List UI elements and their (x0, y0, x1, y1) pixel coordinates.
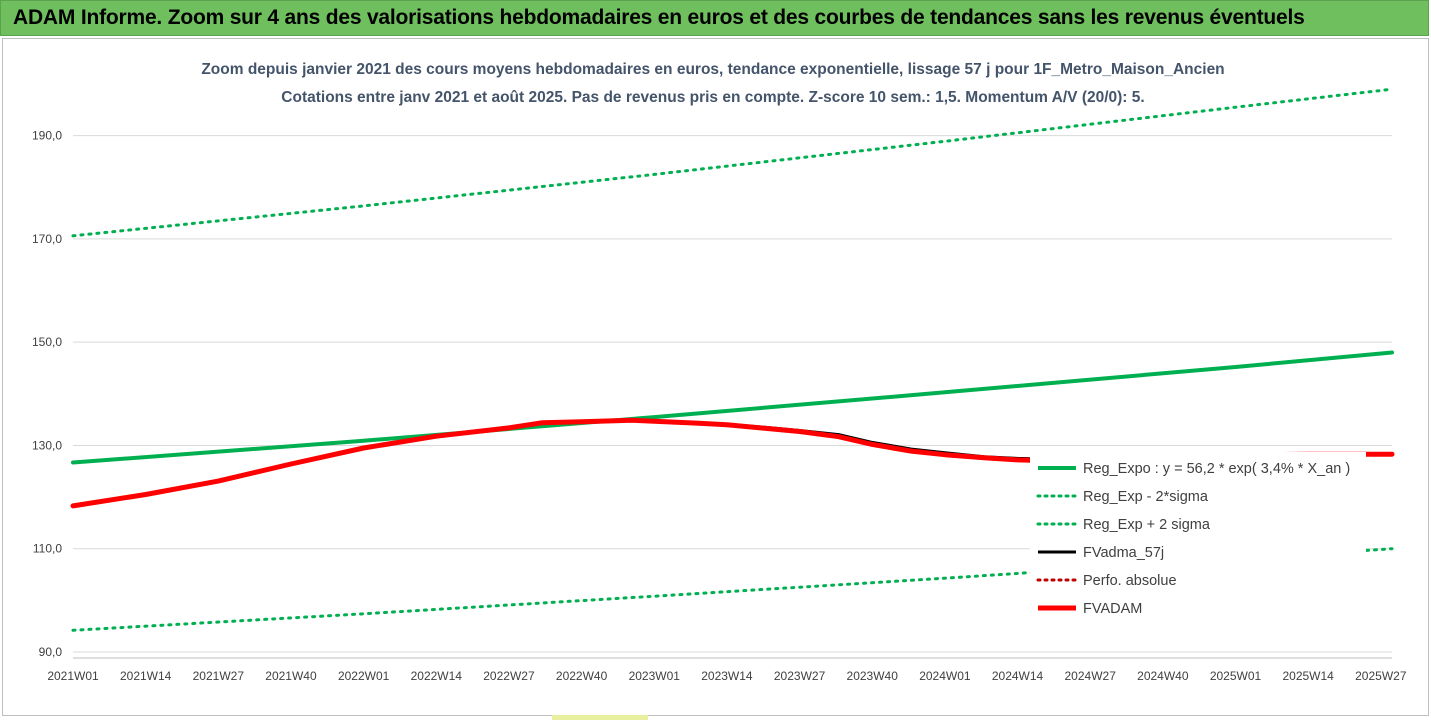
x-tick-label: 2024W27 (1065, 669, 1117, 683)
x-tick-label: 2025W27 (1355, 669, 1407, 683)
x-tick-label: 2022W14 (411, 669, 463, 683)
x-tick-label: 2023W01 (629, 669, 681, 683)
y-axis-ticks: 90,0 110,0 130,0 150,0 170,0 190,0 (32, 129, 62, 659)
x-tick-label: 2023W14 (701, 669, 753, 683)
x-tick-label: 2022W40 (556, 669, 608, 683)
x-axis-ticks: 2021W01 2021W14 2021W27 2021W40 2022W01 2022W… (47, 657, 1407, 683)
x-tick-label: 2023W27 (774, 669, 826, 683)
y-tick-label: 190,0 (32, 129, 62, 143)
legend-label: Reg_Expo : y = 56,2 * exp( 3,4% * X_an ) (1083, 461, 1350, 477)
chart-subtitle: Cotations entre janv 2021 et août 2025. … (281, 89, 1144, 106)
legend-label: Reg_Exp - 2*sigma (1083, 489, 1209, 505)
y-tick-label: 90,0 (39, 645, 63, 659)
x-tick-label: 2021W40 (265, 669, 317, 683)
x-tick-label: 2024W40 (1137, 669, 1189, 683)
report-title: ADAM Informe. Zoom sur 4 ans des valoris… (13, 6, 1305, 29)
y-tick-label: 110,0 (33, 542, 62, 556)
x-tick-label: 2021W14 (120, 669, 172, 683)
x-tick-label: 2022W27 (483, 669, 535, 683)
y-tick-label: 170,0 (32, 232, 62, 246)
legend-label: Perfo. absolue (1083, 573, 1177, 589)
x-tick-label: 2025W14 (1282, 669, 1334, 683)
y-tick-label: 130,0 (32, 438, 62, 452)
legend: Reg_Expo : y = 56,2 * exp( 3,4% * X_an )… (1030, 452, 1366, 628)
legend-background (1030, 452, 1366, 628)
x-tick-label: 2021W01 (47, 669, 99, 683)
x-tick-label: 2021W27 (193, 669, 245, 683)
y-tick-label: 150,0 (32, 335, 62, 349)
report-banner: ADAM Informe. Zoom sur 4 ans des valoris… (0, 0, 1429, 36)
series-line (71, 350, 1394, 465)
x-tick-label: 2023W40 (847, 669, 899, 683)
series-line (71, 87, 1394, 238)
x-tick-label: 2025W01 (1210, 669, 1262, 683)
legend-label: Reg_Exp + 2 sigma (1083, 517, 1211, 533)
chart-title: Zoom depuis janvier 2021 des cours moyen… (201, 61, 1224, 78)
legend-label: FVadma_57j (1083, 545, 1164, 561)
scroll-marker (552, 715, 648, 720)
x-tick-label: 2024W01 (919, 669, 971, 683)
x-tick-label: 2022W01 (338, 669, 390, 683)
legend-label: FVADAM (1083, 601, 1142, 617)
x-tick-label: 2024W14 (992, 669, 1044, 683)
